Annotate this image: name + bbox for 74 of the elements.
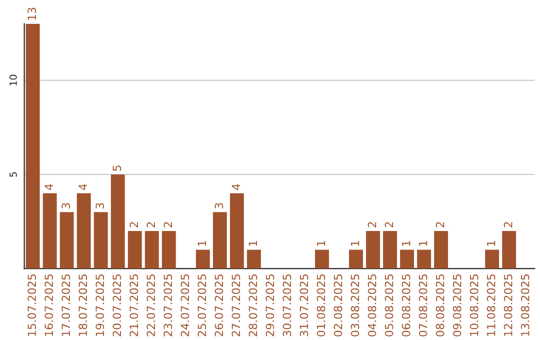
data-label: 1 (350, 240, 360, 246)
bar (349, 250, 363, 269)
x-tick-label: 25.07.2025 (198, 274, 206, 336)
data-label: 2 (164, 222, 172, 228)
x-tick-label: 28.07.2025 (248, 274, 258, 336)
data-label: 1 (198, 240, 206, 246)
x-tick-label: 10.08.2025 (470, 274, 478, 336)
bar (212, 212, 227, 269)
x-tick-label: 27.07.2025 (232, 274, 240, 336)
data-label: 3 (96, 203, 104, 208)
bar (246, 250, 261, 269)
bar (94, 212, 108, 269)
bar (502, 230, 516, 269)
x-tick-label: 02.08.2025 (334, 274, 342, 336)
x-tick-label: 16.07.2025 (44, 274, 54, 336)
bar (434, 230, 448, 269)
x-tick-label: 17.07.2025 (62, 274, 70, 336)
data-label: 4 (44, 184, 53, 190)
x-tick-label: 31.07.2025 (300, 274, 308, 336)
data-label: 4 (232, 184, 240, 190)
bar (417, 250, 432, 269)
x-tick-label: 01.08.2025 (316, 274, 326, 336)
x-tick-label: 20.07.2025 (112, 274, 122, 336)
x-tick-label: 23.07.2025 (164, 274, 172, 336)
x-tick-label: 12.08.2025 (504, 274, 512, 336)
bar (60, 212, 74, 269)
data-label: 1 (487, 240, 496, 246)
data-label: 1 (248, 240, 257, 246)
x-tick-label: 18.07.2025 (78, 274, 88, 336)
x-tick-label: 19.07.2025 (96, 274, 104, 336)
x-tick-label: 08.08.2025 (436, 274, 444, 336)
x-tick-label: 03.08.2025 (350, 274, 360, 336)
data-label: 2 (436, 222, 444, 228)
bar (76, 193, 91, 269)
bar (128, 230, 142, 269)
data-label: 1 (316, 240, 326, 246)
x-tick-label: 22.07.2025 (146, 274, 156, 336)
x-tick-label: 30.07.2025 (282, 274, 292, 336)
data-label: 1 (402, 240, 410, 246)
bar (196, 250, 210, 269)
bar (144, 230, 159, 269)
data-label: 2 (368, 222, 376, 228)
bar (42, 193, 57, 269)
bar (230, 193, 244, 269)
bar (383, 230, 397, 269)
data-label: 2 (384, 222, 394, 228)
x-tick-label: 21.07.2025 (130, 274, 138, 336)
x-tick-label: 11.08.2025 (486, 274, 496, 336)
x-tick-label: 06.08.2025 (402, 274, 410, 336)
bar (315, 250, 329, 269)
data-label: 3 (62, 203, 70, 208)
data-label: 2 (504, 222, 512, 228)
y-tick-label: 10 (10, 74, 17, 86)
bar (400, 250, 414, 269)
x-tick-label: 24.07.2025 (180, 274, 190, 336)
data-label: 13 (28, 8, 36, 20)
data-label: 2 (130, 222, 138, 228)
data-label: 5 (112, 166, 122, 171)
x-tick-label: 15.07.2025 (28, 274, 36, 336)
x-tick-label: 04.08.2025 (368, 274, 376, 336)
x-tick-label: 13.08.2025 (520, 274, 530, 336)
data-label: 3 (214, 203, 224, 208)
x-tick-label: 07.08.2025 (418, 274, 428, 336)
data-label: 4 (78, 184, 87, 190)
x-tick-label: 09.08.2025 (452, 274, 462, 336)
bar (110, 174, 125, 269)
bar (366, 230, 380, 269)
x-tick-label: 05.08.2025 (384, 274, 394, 336)
bar (485, 250, 500, 269)
data-label: 2 (146, 222, 155, 228)
x-tick-label: 29.07.2025 (266, 274, 274, 336)
bar (162, 230, 176, 269)
x-tick-label: 26.07.2025 (214, 274, 224, 336)
data-label: 1 (419, 240, 428, 246)
